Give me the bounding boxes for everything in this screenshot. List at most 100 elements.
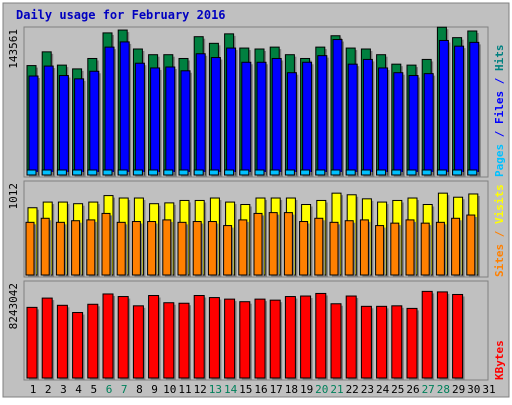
x-tick-label-28: 28 bbox=[437, 383, 450, 396]
bar-visits-sites-16 bbox=[253, 212, 263, 276]
panel-hits-y-label: Pages / Files / Hits bbox=[493, 45, 506, 178]
panel-hits-y-label-part-4: Hits bbox=[493, 45, 506, 72]
bar-hits-pages-9 bbox=[148, 169, 159, 176]
bar-hits-files-5 bbox=[89, 70, 100, 176]
bar-kbytes-kbytes-29 bbox=[452, 293, 464, 379]
bar-kbytes-kbytes-7 bbox=[117, 296, 129, 379]
bar-hits-pages-28 bbox=[436, 169, 447, 176]
bar-hits-pages-10 bbox=[163, 169, 174, 176]
bar-kbytes-kbytes-11 bbox=[178, 302, 190, 379]
bar-hits-files-20 bbox=[317, 55, 328, 176]
panel-kbytes: 8243042 KBytes bbox=[7, 280, 506, 381]
bar-kbytes-kbytes-9 bbox=[148, 295, 160, 379]
bar-kbytes-kbytes-13 bbox=[208, 297, 220, 379]
bar-hits-pages-11 bbox=[178, 169, 189, 176]
bar-hits-pages-23 bbox=[360, 169, 371, 176]
bar-hits-pages-21 bbox=[330, 169, 341, 176]
bar-hits-pages-24 bbox=[376, 169, 387, 176]
bar-hits-files-24 bbox=[378, 67, 389, 176]
bar-kbytes-kbytes-5 bbox=[87, 303, 99, 379]
bar-kbytes-kbytes-19 bbox=[300, 295, 312, 379]
bar-hits-pages-13 bbox=[208, 169, 219, 176]
x-tick-label-2: 2 bbox=[45, 383, 52, 396]
bar-hits-files-7 bbox=[119, 41, 130, 176]
bar-kbytes-kbytes-4 bbox=[72, 312, 84, 379]
bar-hits-files-22 bbox=[347, 63, 358, 176]
panel-kbytes-y-label: KBytes bbox=[493, 340, 506, 380]
panel-hits: 143561 Pages / Files / Hits bbox=[7, 26, 506, 178]
x-tick-label-16: 16 bbox=[254, 383, 267, 396]
panel-hits-max-label: 143561 bbox=[7, 29, 20, 69]
bar-hits-pages-6 bbox=[102, 169, 113, 176]
bar-visits-sites-10 bbox=[162, 219, 172, 276]
panel-visits-y-label-part-2: Visits bbox=[493, 184, 506, 224]
bar-hits-pages-29 bbox=[452, 169, 463, 176]
panel-visits: 1012 Sites / Visits bbox=[7, 180, 506, 278]
bar-visits-sites-21 bbox=[329, 221, 339, 276]
bar-kbytes-kbytes-20 bbox=[315, 292, 327, 379]
bar-hits-pages-19 bbox=[300, 169, 311, 176]
bar-visits-sites-28 bbox=[435, 221, 445, 276]
bar-kbytes-kbytes-26 bbox=[406, 307, 418, 379]
bar-visits-sites-8 bbox=[131, 221, 141, 276]
bar-hits-files-23 bbox=[362, 58, 373, 176]
bar-visits-sites-25 bbox=[390, 222, 400, 276]
bar-visits-sites-6 bbox=[101, 212, 111, 276]
panel-kbytes-max-label: 8243042 bbox=[7, 283, 20, 329]
bar-visits-sites-1 bbox=[25, 221, 35, 276]
bar-hits-files-8 bbox=[134, 62, 145, 176]
bar-hits-pages-16 bbox=[254, 169, 265, 176]
x-tick-label-29: 29 bbox=[452, 383, 465, 396]
bar-visits-sites-7 bbox=[116, 221, 126, 276]
bar-visits-sites-22 bbox=[344, 220, 354, 276]
bar-hits-pages-26 bbox=[406, 169, 417, 176]
bar-hits-pages-30 bbox=[467, 169, 478, 176]
bar-hits-files-3 bbox=[58, 75, 69, 176]
bar-kbytes-kbytes-1 bbox=[26, 306, 38, 379]
bar-hits-files-29 bbox=[454, 45, 465, 176]
bar-hits-files-15 bbox=[241, 61, 252, 176]
bar-visits-sites-3 bbox=[55, 221, 65, 276]
bar-hits-pages-8 bbox=[132, 169, 143, 176]
bar-kbytes-kbytes-14 bbox=[224, 298, 236, 379]
x-axis: 1 2 3 4 5 6 7 8 9 10 11 12 13 14 15 16 17 18 19 20 21 22 23 24 2… bbox=[30, 383, 496, 396]
bar-kbytes-kbytes-6 bbox=[102, 293, 114, 379]
x-tick-label-11: 11 bbox=[178, 383, 191, 396]
bar-visits-sites-26 bbox=[405, 219, 415, 276]
bar-kbytes-kbytes-2 bbox=[41, 297, 53, 379]
x-tick-label-3: 3 bbox=[60, 383, 67, 396]
bar-hits-files-12 bbox=[195, 53, 206, 176]
bar-hits-files-18 bbox=[286, 72, 297, 176]
bar-hits-pages-27 bbox=[421, 169, 432, 176]
bar-hits-pages-18 bbox=[284, 169, 295, 176]
bar-kbytes-kbytes-8 bbox=[132, 305, 144, 379]
bar-hits-pages-7 bbox=[117, 169, 128, 176]
panel-visits-max-label: 1012 bbox=[7, 183, 20, 210]
bar-visits-sites-20 bbox=[314, 217, 324, 276]
bar-hits-files-4 bbox=[74, 78, 85, 176]
bar-kbytes-kbytes-25 bbox=[391, 305, 403, 379]
bar-hits-pages-22 bbox=[345, 169, 356, 176]
bar-hits-pages-17 bbox=[269, 169, 280, 176]
bar-hits-files-1 bbox=[28, 75, 39, 176]
x-tick-label-20: 20 bbox=[315, 383, 328, 396]
x-tick-label-26: 26 bbox=[406, 383, 419, 396]
bar-kbytes-kbytes-12 bbox=[193, 295, 205, 379]
bar-visits-sites-29 bbox=[451, 217, 461, 276]
bar-hits-files-2 bbox=[43, 65, 54, 176]
bar-kbytes-kbytes-17 bbox=[269, 299, 281, 379]
bar-kbytes-kbytes-3 bbox=[56, 304, 68, 379]
bar-kbytes-kbytes-22 bbox=[345, 295, 357, 379]
bar-visits-sites-12 bbox=[192, 221, 202, 276]
panel-hits-y-label-part-3: / bbox=[493, 71, 506, 91]
bar-visits-sites-5 bbox=[86, 219, 96, 276]
x-tick-label-31: 31 bbox=[482, 383, 495, 396]
bar-hits-files-11 bbox=[180, 70, 191, 176]
panel-visits-y-label-part-0: Sites bbox=[493, 244, 506, 277]
chart-title: Daily usage for February 2016 bbox=[16, 8, 226, 22]
bar-visits-sites-11 bbox=[177, 221, 187, 276]
bar-visits-sites-18 bbox=[283, 212, 293, 276]
bar-visits-sites-13 bbox=[207, 221, 217, 276]
bar-hits-pages-3 bbox=[56, 169, 67, 176]
